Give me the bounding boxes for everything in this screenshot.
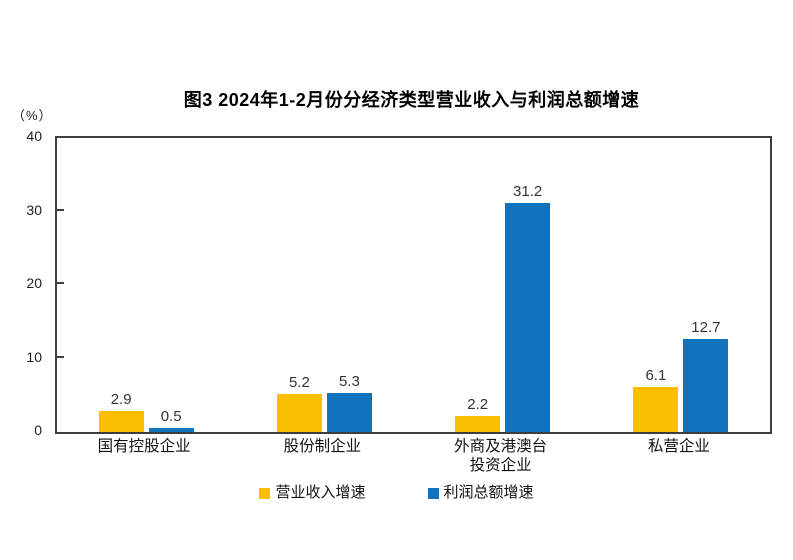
legend-swatch-icon: [427, 487, 439, 499]
y-tick-mark: [57, 282, 64, 284]
bar: [326, 393, 372, 432]
bar-group: 2.2 31.2: [414, 183, 592, 432]
bar: [98, 410, 144, 432]
bar: [683, 338, 729, 432]
bar: [148, 428, 194, 432]
y-tick-label: 10: [26, 348, 42, 365]
legend: 营业收入增速 利润总额增速: [0, 484, 793, 502]
legend-item: 利润总额增速: [427, 484, 534, 502]
legend-item: 营业收入增速: [259, 484, 366, 502]
bar-value-label: 2.9: [110, 390, 132, 408]
y-tick-mark: [57, 355, 64, 358]
x-axis-category-labels: 国有控股企业 股份制企业 外商及港澳台 投资企业 私营企业: [55, 437, 768, 475]
bar-unit: 31.2: [505, 182, 551, 432]
bar: [455, 415, 501, 432]
bar-group: 2.9 0.5: [57, 391, 235, 432]
bar-unit: 2.2: [455, 395, 501, 432]
category-label: 外商及港澳台 投资企业: [454, 438, 548, 474]
bar-unit: 5.3: [326, 373, 372, 432]
y-tick-mark: [57, 208, 64, 211]
y-tick-label: 40: [26, 128, 42, 144]
y-tick-label: 20: [26, 275, 42, 291]
bar-value-label: 6.1: [645, 367, 667, 385]
bar-unit: 12.7: [683, 318, 729, 432]
bar-unit: 0.5: [148, 408, 194, 432]
bar: [276, 393, 322, 432]
legend-swatch-icon: [259, 487, 271, 499]
y-tick-label: 0: [34, 422, 42, 438]
category-label: 股份制企业: [283, 438, 362, 455]
bar-value-label: 2.2: [467, 395, 489, 413]
bar-value-label: 5.2: [288, 373, 310, 391]
category-label: 私营企业: [647, 438, 710, 455]
bar-group: 6.1 12.7: [592, 319, 770, 432]
bar-unit: 5.2: [276, 373, 322, 432]
bar-value-label: 0.5: [160, 408, 182, 426]
bar-unit: 6.1: [633, 367, 679, 432]
plot-area: 2.9 0.5 5.2 5.3 2.2 31.2 6.1 12.7: [55, 136, 772, 434]
bar: [505, 202, 551, 432]
chart-title: 图3 2024年1-2月份分经济类型营业收入与利润总额增速: [183, 90, 640, 110]
bar-value-label: 5.3: [338, 373, 360, 391]
bar-unit: 2.9: [98, 390, 144, 432]
bar: [633, 387, 679, 432]
legend-label: 利润总额增速: [443, 484, 534, 501]
bar-group: 5.2 5.3: [235, 373, 413, 432]
bar-value-label: 12.7: [691, 318, 721, 336]
y-axis-unit-label: （%）: [12, 108, 53, 123]
bar-value-label: 31.2: [513, 182, 543, 200]
y-tick-label: 30: [26, 201, 42, 218]
category-label: 国有控股企业: [97, 438, 191, 455]
legend-label: 营业收入增速: [275, 484, 366, 501]
